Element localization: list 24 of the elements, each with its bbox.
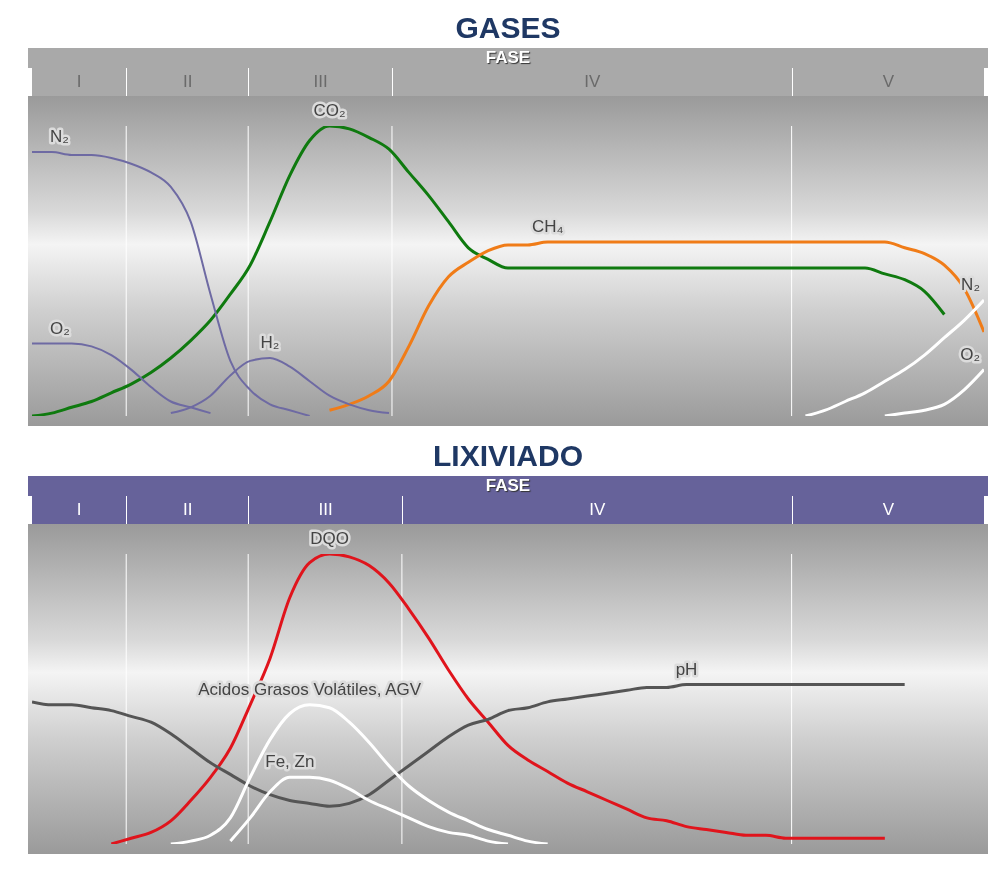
text: III xyxy=(248,68,392,96)
x-axis-title: FASE xyxy=(28,476,988,496)
chart-title: GASES xyxy=(454,10,562,46)
text: IV xyxy=(401,496,792,524)
text: IV xyxy=(391,68,792,96)
series-label: O₂ xyxy=(960,344,980,364)
chart-title: LIXIVIADO xyxy=(432,438,584,474)
series-label: pH xyxy=(675,659,698,679)
series-label: N₂ xyxy=(961,275,980,294)
series-label: Fe, Zn xyxy=(265,752,315,772)
series-label: O₂ xyxy=(50,318,70,338)
text: I xyxy=(32,68,127,96)
text: I xyxy=(32,496,127,524)
text: II xyxy=(126,68,249,96)
text: III xyxy=(248,496,402,524)
text: V xyxy=(791,68,984,96)
text: II xyxy=(126,496,249,524)
series-label: DQO xyxy=(310,529,349,548)
series-label: H₂ xyxy=(260,333,280,352)
x-axis-title: FASE xyxy=(28,48,988,68)
series-label: CH₄ xyxy=(531,217,564,236)
text: V xyxy=(791,496,984,524)
series-label: CO₂ xyxy=(313,101,346,120)
series-label: N₂ xyxy=(50,127,69,147)
